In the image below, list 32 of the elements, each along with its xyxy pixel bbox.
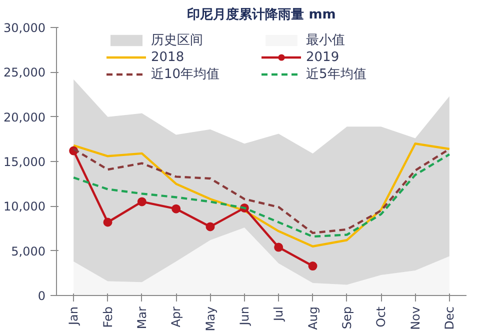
y-tick-label: 5,000 bbox=[11, 244, 46, 258]
x-tick-label: Feb bbox=[100, 306, 115, 328]
x-tick-label: Dec bbox=[442, 306, 456, 330]
point bbox=[308, 262, 318, 271]
point bbox=[103, 218, 112, 227]
y-tick-label: 30,000 bbox=[4, 21, 46, 35]
x-tick-label: Sep bbox=[340, 306, 354, 330]
point bbox=[172, 204, 181, 214]
point bbox=[274, 242, 284, 252]
legend-label: 最小值 bbox=[306, 32, 346, 49]
x-tick-label: Oct bbox=[374, 306, 388, 328]
chart-title: 印尼月度累计降雨量 mm bbox=[187, 6, 336, 22]
legend-label: 2018 bbox=[151, 49, 186, 65]
point bbox=[206, 222, 215, 232]
legend-label: 近10年均值 bbox=[151, 66, 221, 83]
y-tick-label: 0 bbox=[38, 289, 46, 303]
y-tick-label: 15,000 bbox=[4, 155, 46, 169]
y-tick-label: 10,000 bbox=[4, 200, 46, 214]
legend-label: 历史区间 bbox=[151, 32, 204, 49]
legend-label: 2019 bbox=[306, 49, 340, 65]
x-tick-label: Apr bbox=[169, 306, 184, 328]
x-tick-label: Jan bbox=[66, 306, 81, 326]
y-tick-label: 20,000 bbox=[4, 110, 46, 124]
point bbox=[137, 197, 146, 206]
x-tick-label: May bbox=[203, 306, 218, 332]
x-tick-label: Nov bbox=[408, 306, 422, 330]
x-tick-label: Aug bbox=[306, 306, 320, 330]
y-tick-label: 25,000 bbox=[4, 66, 46, 80]
x-tick-label: Jun bbox=[237, 306, 252, 326]
legend-label: 近5年均值 bbox=[306, 66, 368, 83]
x-tick-label: Mar bbox=[134, 306, 149, 330]
x-tick-label: Jul bbox=[272, 306, 286, 322]
